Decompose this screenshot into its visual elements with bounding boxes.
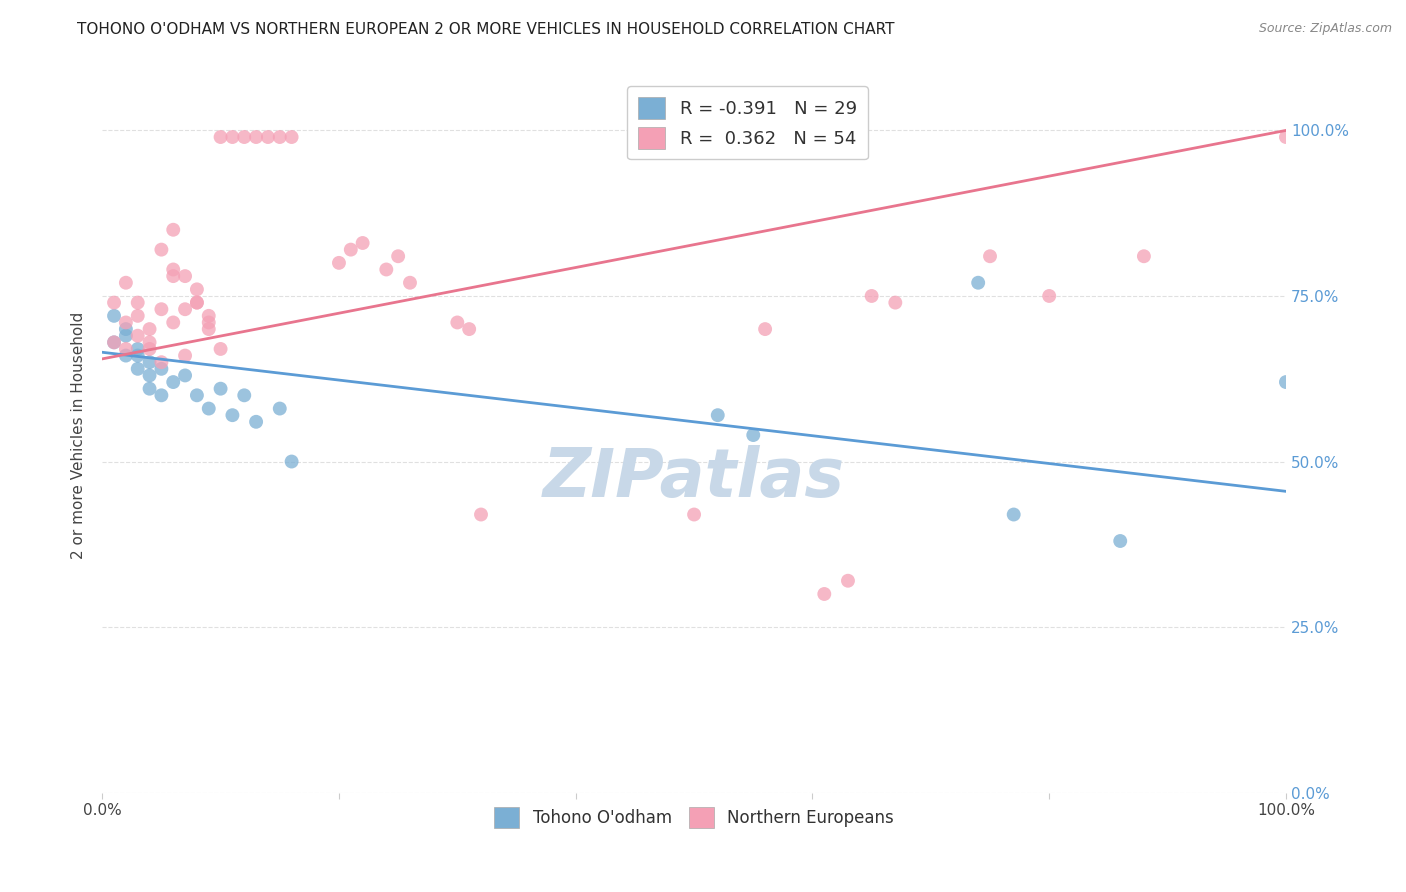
Point [150,355,173,369]
Point [103,335,125,350]
Point [269,401,291,416]
Point [269,130,291,145]
Point [280,454,302,468]
Point [115,328,138,343]
Point [186,282,208,296]
Point [103,295,125,310]
Point [1275,130,1298,145]
Point [138,355,160,369]
Point [245,130,267,145]
Point [221,408,243,422]
Point [138,322,160,336]
Y-axis label: 2 or more Vehicles in Household: 2 or more Vehicles in Household [72,311,86,558]
Point [209,130,232,145]
Point [754,322,776,336]
Point [387,249,409,263]
Text: TOHONO O'ODHAM VS NORTHERN EUROPEAN 2 OR MORE VEHICLES IN HOUSEHOLD CORRELATION : TOHONO O'ODHAM VS NORTHERN EUROPEAN 2 OR… [77,22,894,37]
Point [197,316,219,330]
Point [150,243,173,257]
Point [138,368,160,383]
Point [115,322,138,336]
Point [138,382,160,396]
Point [138,335,160,350]
Point [1038,289,1060,303]
Point [174,302,197,317]
Point [458,322,481,336]
Point [375,262,398,277]
Point [197,401,219,416]
Point [115,349,138,363]
Point [209,342,232,356]
Point [103,335,125,350]
Point [470,508,492,522]
Point [1109,534,1132,549]
Point [233,388,256,402]
Point [150,388,173,402]
Point [1275,375,1298,389]
Text: Source: ZipAtlas.com: Source: ZipAtlas.com [1258,22,1392,36]
Point [162,223,184,237]
Point [103,309,125,323]
Point [127,349,149,363]
Point [127,361,149,376]
Point [221,130,243,145]
Text: ZIPatlas: ZIPatlas [543,445,845,511]
Point [1133,249,1156,263]
Point [150,361,173,376]
Point [706,408,728,422]
Point [837,574,859,588]
Point [328,256,350,270]
Point [340,243,363,257]
Point [115,276,138,290]
Point [742,428,765,442]
Point [162,269,184,284]
Point [127,309,149,323]
Point [399,276,422,290]
Point [352,235,374,250]
Point [174,269,197,284]
Point [967,276,990,290]
Point [186,388,208,402]
Point [683,508,706,522]
Point [197,309,219,323]
Point [186,295,208,310]
Point [245,415,267,429]
Point [162,262,184,277]
Point [257,130,280,145]
Point [860,289,883,303]
Point [197,322,219,336]
Point [127,295,149,310]
Point [884,295,907,310]
Point [162,316,184,330]
Point [1002,508,1025,522]
Point [446,316,468,330]
Point [280,130,302,145]
Point [174,368,197,383]
Point [813,587,835,601]
Point [209,382,232,396]
Point [150,302,173,317]
Point [127,342,149,356]
Point [115,342,138,356]
Point [162,375,184,389]
Point [115,316,138,330]
Point [138,342,160,356]
Point [186,295,208,310]
Point [174,349,197,363]
Point [127,328,149,343]
Legend: Tohono O'odham, Northern Europeans: Tohono O'odham, Northern Europeans [488,801,900,834]
Point [233,130,256,145]
Point [979,249,1001,263]
